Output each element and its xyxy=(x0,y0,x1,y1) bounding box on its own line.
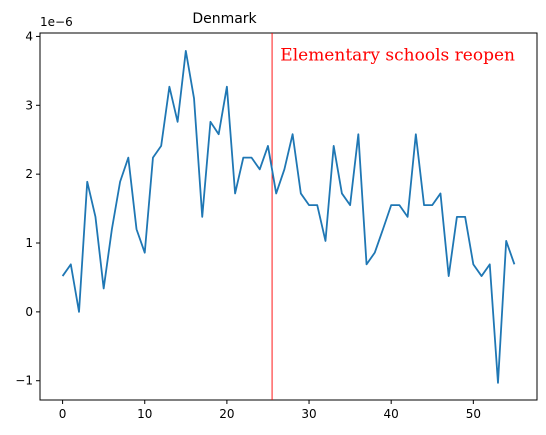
chart-marks xyxy=(61,33,516,400)
chart-title: Denmark xyxy=(192,11,257,27)
x-tick-label-3: 30 xyxy=(301,407,316,421)
x-tick-label-2: 20 xyxy=(219,407,234,421)
y-offset-label: 1e−6 xyxy=(40,15,73,29)
plot-area-frame xyxy=(39,32,538,401)
x-tick-label-4: 40 xyxy=(384,407,399,421)
x-tick-label-5: 50 xyxy=(466,407,481,421)
annotation-text: Elementary schools reopen xyxy=(280,46,515,66)
y-tick-label-4: 3 xyxy=(25,98,33,112)
x-tick-label-0: 0 xyxy=(59,407,67,421)
y-tick-label-2: 1 xyxy=(25,236,33,250)
y-tick-label-0: −1 xyxy=(15,374,33,388)
y-tick-label-5: 4 xyxy=(25,29,33,43)
y-tick-label-1: 0 xyxy=(25,305,33,319)
y-tick-label-3: 2 xyxy=(25,167,33,181)
series-line-0 xyxy=(61,50,516,384)
x-tick-label-1: 10 xyxy=(137,407,152,421)
axes: 0 10 20 30 40 50 −1 0 1 2 3 4 xyxy=(15,29,481,421)
